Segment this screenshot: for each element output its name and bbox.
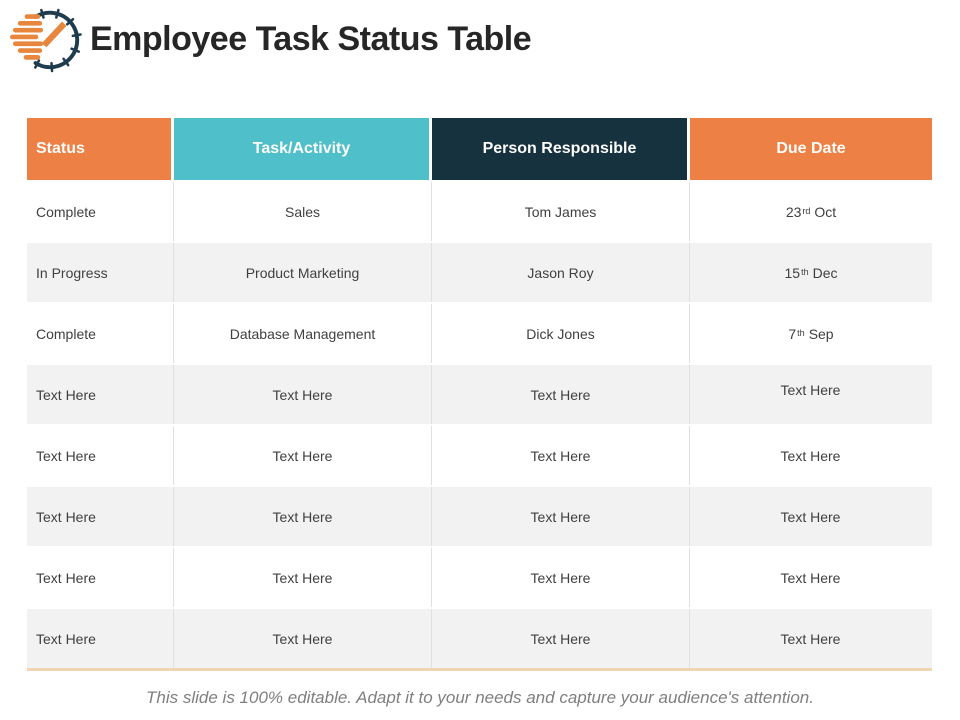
due-day: Text Here — [780, 382, 841, 398]
slide-header: Employee Task Status Table — [8, 4, 532, 74]
status-cell: In Progress — [27, 243, 174, 302]
due-day: Text Here — [780, 508, 841, 525]
due-month: Sep — [808, 325, 834, 342]
person-cell: Text Here — [432, 365, 690, 424]
status-cell: Complete — [27, 304, 174, 363]
due-day: 7 — [788, 325, 797, 342]
due-date-cell: Text Here — [690, 426, 932, 485]
due-date-cell: Text Here — [690, 487, 932, 546]
table-row: Complete Database Management Dick Jones … — [27, 302, 932, 363]
status-cell: Text Here — [27, 487, 174, 546]
table-row: Text Here Text Here Text Here Text Here — [27, 607, 932, 668]
due-day: 23 — [785, 203, 802, 220]
status-cell: Text Here — [27, 365, 174, 424]
due-day: 15 — [784, 264, 801, 281]
task-cell: Product Marketing — [174, 243, 432, 302]
status-cell: Text Here — [27, 609, 174, 668]
due-month: Oct — [814, 203, 837, 220]
table-bottom-accent-line — [27, 668, 932, 671]
table-row: Text Here Text Here Text Here Text Here — [27, 363, 932, 424]
table-row: Text Here Text Here Text Here Text Here — [27, 485, 932, 546]
person-cell: Text Here — [432, 548, 690, 607]
person-cell: Text Here — [432, 487, 690, 546]
person-cell: Tom James — [432, 182, 690, 241]
table-row: In Progress Product Marketing Jason Roy … — [27, 241, 932, 302]
person-cell: Text Here — [432, 426, 690, 485]
page-title: Employee Task Status Table — [90, 20, 532, 58]
employee-task-table: Status Task/Activity Person Responsible … — [27, 118, 932, 668]
status-cell: Complete — [27, 182, 174, 241]
due-ordinal-suffix: th — [797, 328, 805, 338]
due-date-cell: Text Here — [690, 548, 932, 607]
status-cell: Text Here — [27, 548, 174, 607]
table-header-row: Status Task/Activity Person Responsible … — [27, 118, 932, 180]
task-cell: Text Here — [174, 548, 432, 607]
table-row: Text Here Text Here Text Here Text Here — [27, 424, 932, 485]
stopwatch-gauge-icon — [10, 8, 82, 73]
column-header-status: Status — [27, 118, 174, 180]
due-day: Text Here — [780, 630, 841, 647]
task-cell: Text Here — [174, 487, 432, 546]
table-row: Text Here Text Here Text Here Text Here — [27, 546, 932, 607]
person-cell: Dick Jones — [432, 304, 690, 363]
due-date-cell: Text Here — [690, 365, 932, 424]
status-cell: Text Here — [27, 426, 174, 485]
column-header-task-activity: Task/Activity — [174, 118, 432, 180]
due-day: Text Here — [780, 569, 841, 586]
due-ordinal-suffix: th — [801, 267, 809, 277]
due-day: Text Here — [780, 447, 841, 464]
task-cell: Database Management — [174, 304, 432, 363]
person-cell: Text Here — [432, 609, 690, 668]
column-header-person-responsible: Person Responsible — [432, 118, 690, 180]
task-cell: Text Here — [174, 609, 432, 668]
task-cell: Sales — [174, 182, 432, 241]
due-month: Dec — [812, 264, 838, 281]
task-cell: Text Here — [174, 426, 432, 485]
column-header-due-date: Due Date — [690, 118, 932, 180]
editable-note: This slide is 100% editable. Adapt it to… — [146, 688, 814, 707]
person-cell: Jason Roy — [432, 243, 690, 302]
due-date-cell: Text Here — [690, 609, 932, 668]
due-ordinal-suffix: rd — [802, 206, 811, 216]
task-cell: Text Here — [174, 365, 432, 424]
